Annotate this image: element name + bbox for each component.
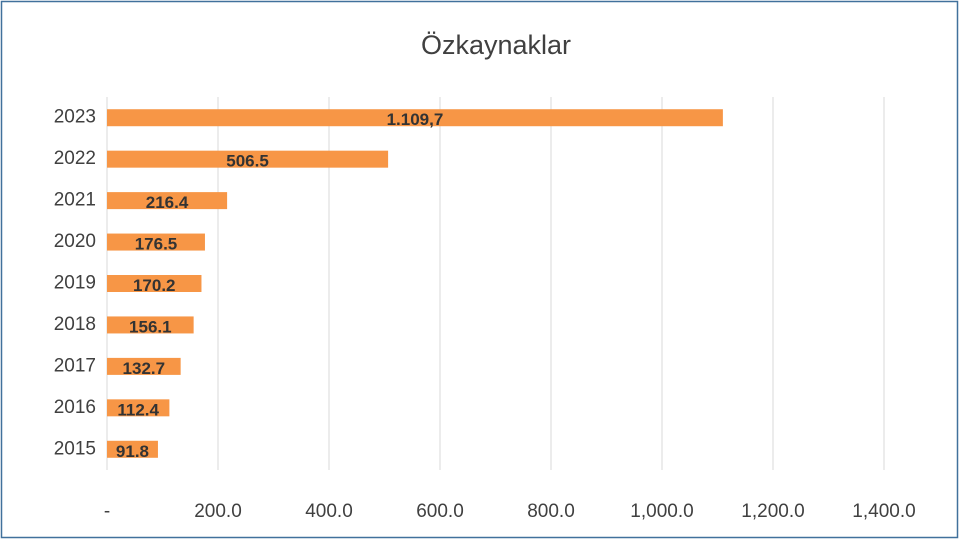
- y-tick-label: 2019: [54, 273, 96, 294]
- y-tick-label: 2020: [54, 231, 96, 252]
- x-tick-label: 1,000.0: [630, 501, 693, 522]
- y-tick-label: 2023: [54, 107, 96, 128]
- y-tick-label: 2021: [54, 190, 96, 211]
- value-label: 112.4: [117, 400, 159, 419]
- value-label: 1.109,7: [387, 110, 444, 129]
- bar: [107, 150, 389, 168]
- bar: [107, 275, 202, 292]
- y-tick-label: 2016: [54, 397, 96, 418]
- bar: [107, 109, 723, 127]
- value-label: 216.4: [146, 193, 189, 212]
- chart-title: Özkaynaklar: [421, 30, 571, 60]
- value-label: 132.7: [123, 359, 166, 378]
- bar: [107, 440, 158, 458]
- y-tick-label: 2018: [54, 314, 96, 335]
- value-label: 91.8: [116, 442, 149, 461]
- y-tick-label: 2015: [54, 438, 96, 459]
- y-tick-label: 2017: [54, 355, 96, 376]
- x-tick-label: 400.0: [305, 501, 353, 522]
- y-tick-label: 2022: [54, 148, 96, 169]
- bar: [107, 233, 205, 251]
- x-tick-label: 800.0: [527, 501, 575, 522]
- x-tick-label: 1,400.0: [852, 501, 915, 522]
- bar: [107, 192, 228, 210]
- bar: [107, 316, 194, 334]
- value-label: 156.1: [129, 317, 172, 336]
- value-label: 506.5: [226, 152, 269, 171]
- x-tick-label: 600.0: [416, 501, 464, 522]
- value-label: 170.2: [133, 276, 176, 295]
- value-label: 176.5: [135, 235, 178, 254]
- x-tick-label: -: [104, 501, 110, 522]
- bar: [107, 399, 170, 417]
- bar: [107, 357, 181, 375]
- x-tick-label: 1,200.0: [741, 501, 804, 522]
- x-tick-label: 200.0: [194, 501, 242, 522]
